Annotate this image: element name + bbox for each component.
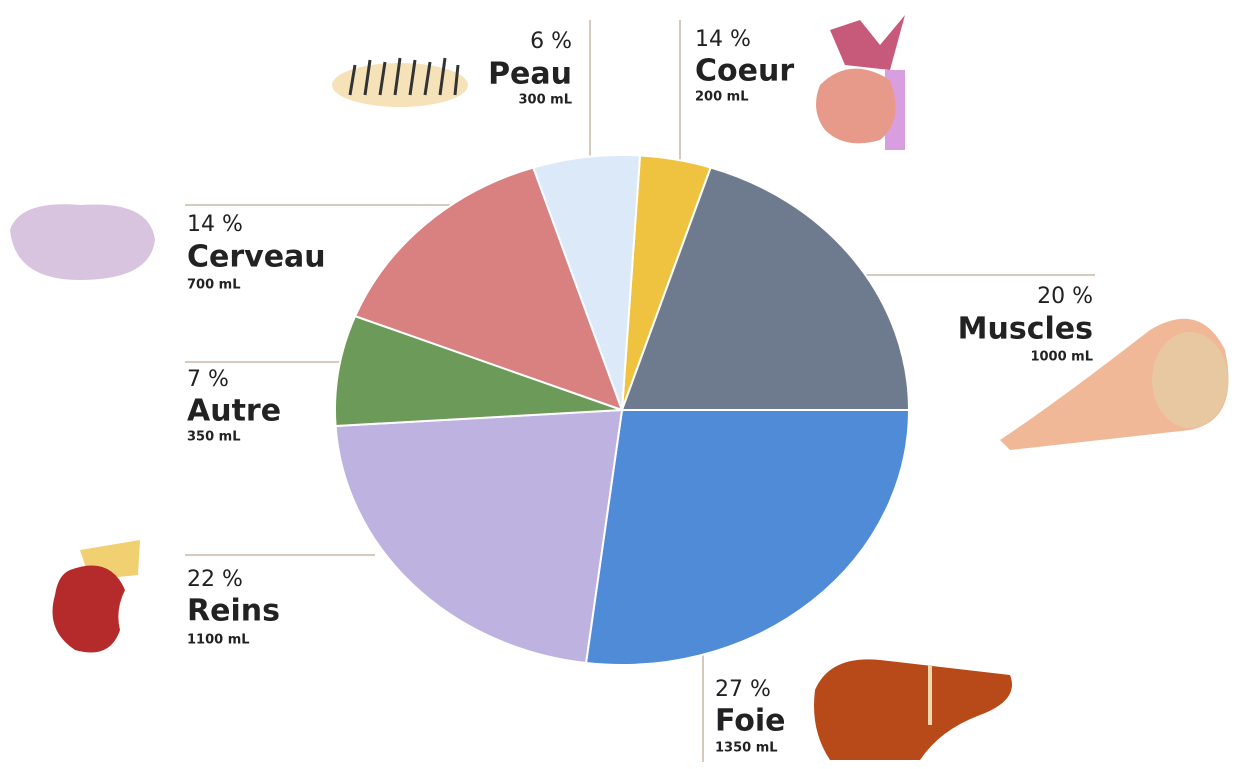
- category-label: Muscles: [958, 312, 1093, 347]
- chart: 14 %Coeur200 mL20 %Muscles1000 mL27 %Foi…: [0, 0, 1249, 769]
- value-label: 350 mL: [187, 430, 241, 445]
- value-label: 1000 mL: [1030, 350, 1093, 365]
- percent-label: 14 %: [695, 27, 751, 52]
- percent-label: 22 %: [187, 567, 243, 592]
- category-label: Foie: [715, 704, 786, 739]
- pie-slice: [586, 410, 909, 665]
- muscle-section-icon: [1152, 332, 1228, 428]
- value-label: 200 mL: [695, 90, 749, 105]
- category-label: Coeur: [695, 54, 794, 89]
- value-label: 1350 mL: [715, 741, 778, 756]
- percent-label: 14 %: [187, 212, 243, 237]
- liver-icon: [814, 659, 1012, 760]
- value-label: 1100 mL: [187, 633, 250, 648]
- percent-label: 20 %: [1037, 284, 1093, 309]
- value-label: 700 mL: [187, 278, 241, 293]
- vessels-icon: [830, 15, 905, 70]
- percent-label: 27 %: [715, 677, 771, 702]
- category-label: Cerveau: [187, 240, 326, 275]
- category-label: Reins: [187, 594, 280, 629]
- category-label: Peau: [488, 57, 572, 92]
- page: 14 %Coeur200 mL20 %Muscles1000 mL27 %Foi…: [0, 0, 1249, 769]
- category-label: Autre: [187, 394, 281, 429]
- heart-icon: [816, 69, 896, 144]
- brain-icon: [10, 204, 155, 280]
- value-label: 300 mL: [519, 93, 573, 108]
- percent-label: 7 %: [187, 367, 229, 392]
- kidney-icon: [53, 566, 126, 653]
- pie-slice: [336, 410, 622, 663]
- percent-label: 6 %: [530, 29, 572, 54]
